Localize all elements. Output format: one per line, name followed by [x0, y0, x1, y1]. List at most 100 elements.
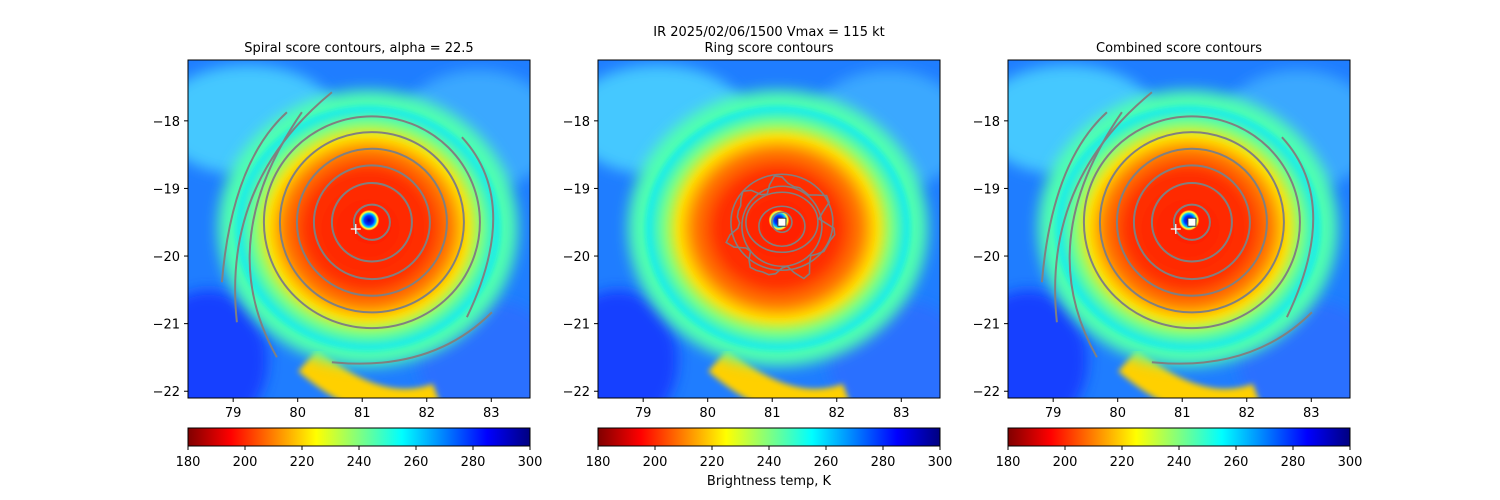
panel-2: Ring score contours 79 80 81 82 83 −18 −19 −20 −2…	[563, 41, 953, 470]
plot-frame	[597, 59, 941, 399]
contour-spiral-arm-3	[1281, 136, 1315, 318]
contour-ring-4	[1115, 147, 1268, 297]
y-tick-label: −20	[563, 250, 590, 265]
y-tick-label: −19	[153, 182, 180, 197]
x-tick-label: 81	[354, 406, 371, 421]
y-tick-label: −21	[973, 318, 1000, 333]
contour-ring-2	[1150, 182, 1233, 263]
x-tick-label: 80	[699, 406, 716, 421]
y-tick-label: −18	[973, 115, 1000, 130]
colorbar-tick-label: 180	[996, 455, 1021, 470]
x-tick-label: 83	[483, 406, 500, 421]
y-tick-label: −19	[973, 182, 1000, 197]
contour-ring-4	[741, 185, 823, 268]
contours	[220, 91, 495, 365]
panel-title: Spiral score contours, alpha = 22.5	[244, 41, 473, 56]
panel-title: Combined score contours	[1096, 41, 1262, 56]
y-tick-label: −21	[153, 318, 180, 333]
contour-ragged-outer	[725, 175, 836, 280]
contour-spiral-arm-4	[1151, 311, 1313, 365]
colorbar-tick-label: 220	[290, 455, 315, 470]
y-tick-label: −18	[153, 115, 180, 130]
contour-ring-5	[730, 173, 834, 272]
x-tick-label: 79	[1045, 406, 1062, 421]
y-tick-label: −20	[153, 250, 180, 265]
contour-spiral-arm-5	[220, 111, 288, 283]
x-tick-label: 81	[1174, 406, 1191, 421]
contour-spiral-arm-1	[234, 91, 333, 323]
contour-ring-cluster	[725, 173, 836, 280]
contour-spiral-arm-2	[248, 111, 303, 358]
contour-ring-5	[278, 131, 465, 314]
panel-title: Ring score contours	[704, 41, 833, 56]
colorbar-tick-label: 260	[1224, 455, 1249, 470]
colorbar-tick-label: 280	[461, 455, 486, 470]
x-tick-label: 80	[1109, 406, 1126, 421]
colorbar-tick-label: 200	[233, 455, 258, 470]
contour-spiral-arm-2	[1068, 111, 1123, 358]
contour-ring-6	[262, 115, 481, 330]
colorbar-tick-label: 220	[1110, 455, 1135, 470]
y-tick-label: −22	[153, 385, 180, 400]
contour-spiral-arm-5	[1040, 111, 1108, 283]
contour-ring-6	[1082, 115, 1301, 330]
colorbar-tick-label: 300	[1338, 455, 1363, 470]
panel-3: Combined score contours 79 80 81 82 83 −18 −19 −…	[973, 41, 1363, 470]
ir-image	[188, 60, 530, 398]
colorbar	[187, 427, 531, 447]
colorbar-label: Brightness temp, K	[707, 474, 832, 489]
colorbar-tick-label: 300	[518, 455, 543, 470]
colorbar-tick-label: 280	[1281, 455, 1306, 470]
colorbar-tick-label: 180	[586, 455, 611, 470]
colorbar	[597, 427, 941, 447]
colorbar-tick-label: 180	[176, 455, 201, 470]
colorbar-tick-label: 240	[757, 455, 782, 470]
x-tick-label: 82	[828, 406, 845, 421]
x-tick-label: 79	[225, 406, 242, 421]
colorbar-tick-label: 240	[347, 455, 372, 470]
contour-ring-1	[352, 203, 391, 241]
y-tick-label: −22	[973, 385, 1000, 400]
colorbar-tick-label: 200	[643, 455, 668, 470]
colorbar-tick-label: 300	[928, 455, 953, 470]
y-tick-label: −18	[563, 115, 590, 130]
contour-spiral-arm-4	[331, 311, 493, 365]
contour-ring-2	[758, 205, 806, 248]
y-tick-label: −19	[563, 182, 590, 197]
x-tick-label: 83	[893, 406, 910, 421]
colorbar-tick-label: 200	[1053, 455, 1078, 470]
colorbar-tick-label: 280	[871, 455, 896, 470]
colorbar-tick-label: 220	[700, 455, 725, 470]
ir-image	[1008, 60, 1350, 398]
panel-1: Spiral score contours, alpha = 22.5 79 80 8…	[153, 41, 543, 470]
center-box-marker	[1187, 217, 1197, 227]
ir-image	[598, 60, 940, 398]
center-cross-marker	[350, 224, 361, 234]
center-box-marker	[777, 217, 787, 227]
plot-frame	[187, 59, 531, 399]
contour-spiral-arm-1	[1054, 91, 1153, 323]
x-tick-label: 81	[764, 406, 781, 421]
contour-ring-3	[1132, 164, 1251, 281]
colorbar	[1007, 427, 1351, 447]
figure-suptitle: IR 2025/02/06/1500 Vmax = 115 kt	[653, 25, 884, 40]
y-tick-label: −21	[563, 318, 590, 333]
contour-ring-3	[312, 164, 431, 281]
x-tick-label: 80	[289, 406, 306, 421]
contour-spiral-arm-3	[461, 136, 495, 318]
x-tick-label: 82	[1238, 406, 1255, 421]
contours	[725, 173, 836, 280]
contour-ring-5	[1098, 131, 1285, 314]
plot-frame	[1007, 59, 1351, 399]
contour-ring-4	[295, 147, 448, 297]
y-tick-label: −22	[563, 385, 590, 400]
x-tick-label: 79	[635, 406, 652, 421]
x-tick-label: 82	[418, 406, 435, 421]
contours	[1040, 91, 1315, 365]
colorbar-tick-label: 240	[1167, 455, 1192, 470]
colorbar-tick-label: 260	[404, 455, 429, 470]
center-cross-marker	[1170, 224, 1181, 234]
contour-ring-1	[1172, 203, 1211, 241]
colorbar-tick-label: 260	[814, 455, 839, 470]
